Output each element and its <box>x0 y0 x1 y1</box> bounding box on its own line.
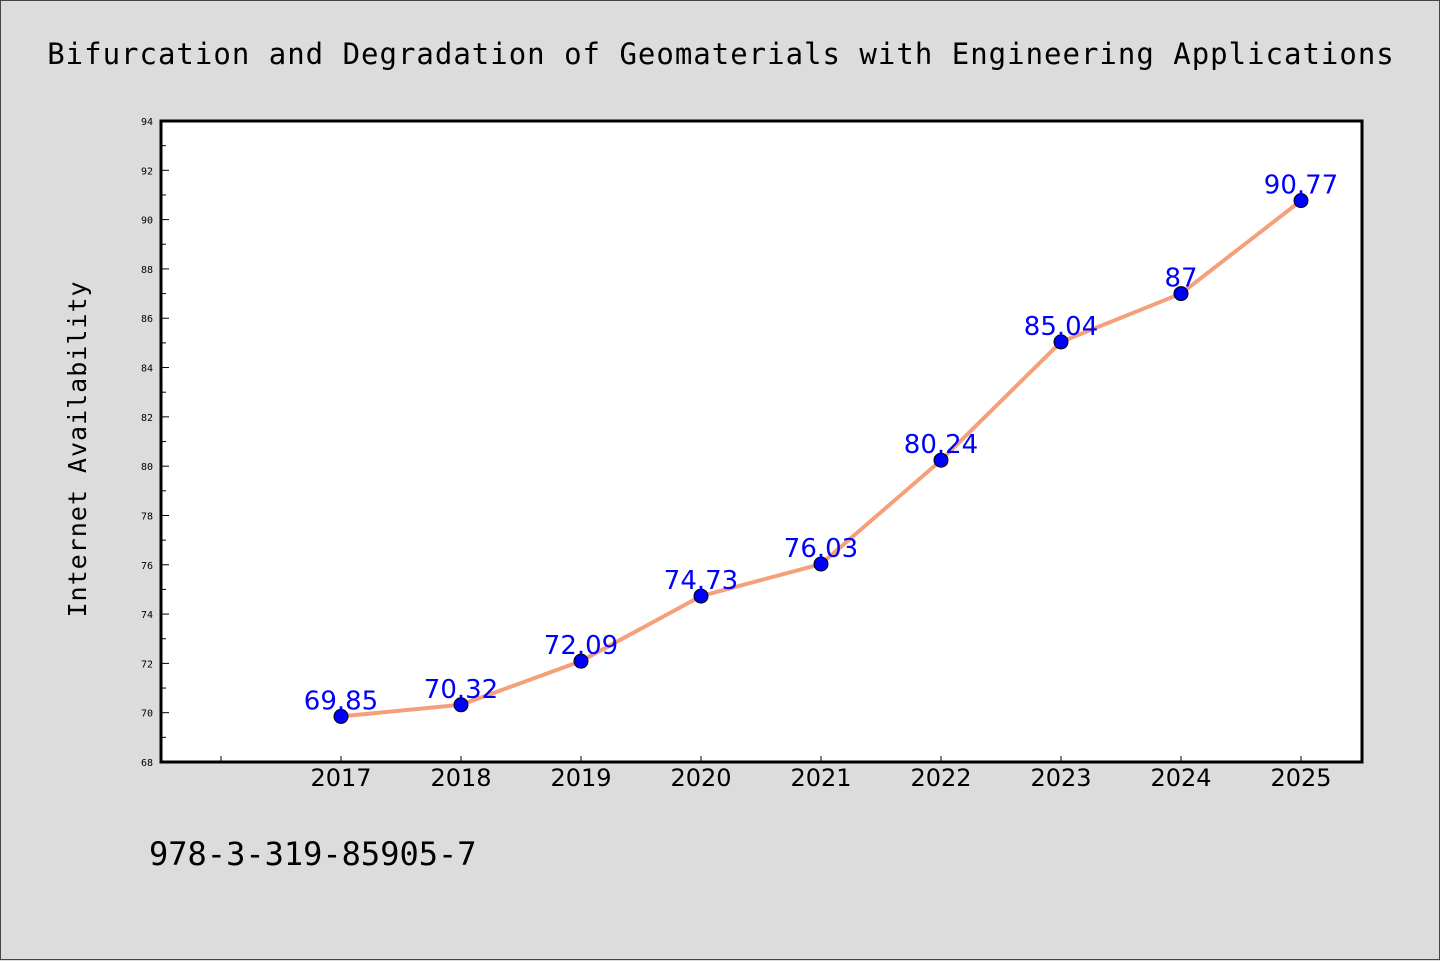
data-label: 74.73 <box>664 566 738 596</box>
plot-area <box>159 119 1364 764</box>
data-point <box>933 452 949 468</box>
data-point <box>1173 286 1189 302</box>
data-label: 80.24 <box>904 430 978 460</box>
x-tick-label: 2025 <box>1270 764 1331 792</box>
data-point <box>1293 193 1309 209</box>
y-tick-label: 70 <box>141 709 153 720</box>
data-point <box>573 653 589 669</box>
y-tick-label: 94 <box>141 117 153 128</box>
x-tick-label: 2020 <box>670 764 731 792</box>
y-tick-label: 78 <box>141 511 153 522</box>
y-axis-label: Internet Availability <box>63 280 92 617</box>
y-tick-label: 90 <box>141 216 153 227</box>
x-tick-label: 2022 <box>910 764 971 792</box>
data-label: 69.85 <box>304 686 378 716</box>
y-tick-label: 84 <box>141 364 153 375</box>
data-point <box>1053 334 1069 350</box>
y-tick-label: 92 <box>141 166 153 177</box>
x-tick-label: 2023 <box>1030 764 1091 792</box>
data-label: 76.03 <box>784 534 858 564</box>
data-label: 85.04 <box>1024 312 1098 342</box>
x-tick-label: 2021 <box>790 764 851 792</box>
data-label: 90.77 <box>1264 171 1338 201</box>
data-label: 70.32 <box>424 675 498 705</box>
x-axis: 2017 2018 2019 2020 2021 2022 2023 2024 2025 <box>220 756 1332 792</box>
y-tick-label: 88 <box>141 265 153 276</box>
x-tick-label: 2017 <box>310 764 371 792</box>
data-point <box>453 697 469 713</box>
data-label: 72.09 <box>544 631 618 661</box>
x-tick-label: 2019 <box>550 764 611 792</box>
data-label: 87 <box>1164 264 1197 294</box>
chart-title: Bifurcation and Degradation of Geomateri… <box>47 37 1395 71</box>
series-layer: 69.85 70.32 72.09 74.73 76.03 80.24 85.04 87 90.… <box>304 171 1338 724</box>
y-tick-label: 72 <box>141 659 153 670</box>
data-point <box>693 588 709 604</box>
isbn-footer: 978-3-319-85905-7 <box>149 835 477 873</box>
data-point <box>813 556 829 572</box>
y-tick-label: 86 <box>141 314 153 325</box>
y-tick-label: 76 <box>141 561 153 572</box>
y-tick-label: 82 <box>141 413 153 424</box>
x-tick-label: 2018 <box>430 764 491 792</box>
x-tick-label: 2024 <box>1150 764 1211 792</box>
data-point <box>333 708 349 724</box>
y-tick-label: 80 <box>141 462 153 473</box>
y-tick-label: 68 <box>141 758 153 769</box>
y-axis: 68 70 72 74 76 78 80 82 84 86 88 90 92 94 <box>141 117 169 769</box>
y-tick-label: 74 <box>141 610 153 621</box>
